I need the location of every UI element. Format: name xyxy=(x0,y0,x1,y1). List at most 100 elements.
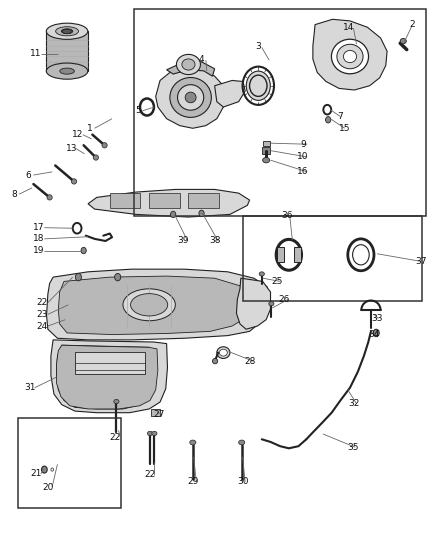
Text: 3: 3 xyxy=(255,43,261,52)
Text: 30: 30 xyxy=(237,478,249,486)
Text: 13: 13 xyxy=(66,144,77,153)
Ellipse shape xyxy=(81,247,86,254)
Ellipse shape xyxy=(400,38,406,44)
Ellipse shape xyxy=(61,29,73,34)
Ellipse shape xyxy=(60,68,74,74)
Text: 38: 38 xyxy=(209,237,220,246)
Text: 14: 14 xyxy=(343,23,355,32)
Ellipse shape xyxy=(47,195,52,200)
Ellipse shape xyxy=(75,273,81,281)
Ellipse shape xyxy=(219,349,227,356)
Text: 39: 39 xyxy=(177,237,189,246)
Polygon shape xyxy=(149,193,180,208)
Text: 16: 16 xyxy=(297,167,309,176)
Text: 5: 5 xyxy=(135,106,141,115)
Text: 10: 10 xyxy=(297,152,309,161)
Polygon shape xyxy=(215,80,245,107)
Ellipse shape xyxy=(269,302,274,306)
Polygon shape xyxy=(46,269,269,340)
Text: 11: 11 xyxy=(30,50,41,58)
Ellipse shape xyxy=(217,347,230,359)
Text: 17: 17 xyxy=(33,223,45,232)
Text: 22: 22 xyxy=(145,471,155,479)
Polygon shape xyxy=(263,141,270,146)
Polygon shape xyxy=(313,19,387,90)
Ellipse shape xyxy=(259,272,265,276)
Text: 29: 29 xyxy=(187,478,198,486)
Ellipse shape xyxy=(71,179,77,184)
Polygon shape xyxy=(88,189,250,217)
Ellipse shape xyxy=(148,431,152,435)
Ellipse shape xyxy=(263,158,270,163)
Text: 18: 18 xyxy=(33,235,45,244)
Polygon shape xyxy=(151,409,160,416)
Ellipse shape xyxy=(46,23,88,39)
Text: 8: 8 xyxy=(11,190,17,199)
Ellipse shape xyxy=(337,44,363,69)
Ellipse shape xyxy=(170,77,212,117)
Polygon shape xyxy=(46,31,88,71)
Ellipse shape xyxy=(199,210,204,216)
Ellipse shape xyxy=(115,273,121,281)
Text: 20: 20 xyxy=(42,482,53,491)
Polygon shape xyxy=(155,66,223,128)
Ellipse shape xyxy=(131,294,168,316)
Ellipse shape xyxy=(325,117,331,123)
Text: 12: 12 xyxy=(72,130,84,139)
Ellipse shape xyxy=(152,431,157,435)
Text: 37: 37 xyxy=(415,257,427,265)
Ellipse shape xyxy=(56,27,78,36)
Text: 23: 23 xyxy=(36,310,48,319)
Text: 35: 35 xyxy=(348,443,359,452)
Text: 31: 31 xyxy=(25,383,36,392)
Ellipse shape xyxy=(239,440,245,445)
Ellipse shape xyxy=(177,54,201,75)
Ellipse shape xyxy=(102,143,107,148)
Ellipse shape xyxy=(332,39,368,74)
Polygon shape xyxy=(166,62,215,76)
Text: 36: 36 xyxy=(281,212,293,221)
Text: 22: 22 xyxy=(110,433,121,442)
Text: 19: 19 xyxy=(33,246,45,255)
Text: 24: 24 xyxy=(36,321,48,330)
Text: 32: 32 xyxy=(349,399,360,408)
Text: 34: 34 xyxy=(368,330,380,339)
Ellipse shape xyxy=(51,468,53,471)
Polygon shape xyxy=(51,340,167,413)
Polygon shape xyxy=(57,345,150,409)
Polygon shape xyxy=(279,251,298,259)
Polygon shape xyxy=(75,352,145,374)
Ellipse shape xyxy=(123,289,175,321)
Text: 2: 2 xyxy=(409,20,415,29)
Ellipse shape xyxy=(46,63,88,79)
Ellipse shape xyxy=(246,71,270,100)
Text: 9: 9 xyxy=(300,140,306,149)
Text: 4: 4 xyxy=(199,55,205,63)
Ellipse shape xyxy=(42,466,47,473)
Ellipse shape xyxy=(373,329,379,337)
Text: 33: 33 xyxy=(371,314,383,323)
Ellipse shape xyxy=(185,92,196,103)
Polygon shape xyxy=(57,345,158,409)
Text: 21: 21 xyxy=(31,470,42,478)
Ellipse shape xyxy=(93,155,99,160)
Ellipse shape xyxy=(177,85,204,110)
Text: 6: 6 xyxy=(25,171,31,180)
Polygon shape xyxy=(188,193,219,208)
Polygon shape xyxy=(262,147,270,154)
Text: 26: 26 xyxy=(279,295,290,304)
Polygon shape xyxy=(110,193,141,208)
Text: 15: 15 xyxy=(339,124,350,133)
Text: 25: 25 xyxy=(271,277,283,286)
Ellipse shape xyxy=(343,51,357,62)
Ellipse shape xyxy=(182,59,195,70)
Text: 28: 28 xyxy=(245,357,256,366)
Polygon shape xyxy=(294,247,301,262)
Ellipse shape xyxy=(190,440,196,445)
Text: 1: 1 xyxy=(87,124,93,133)
Text: 27: 27 xyxy=(153,410,164,419)
Ellipse shape xyxy=(114,399,119,403)
Ellipse shape xyxy=(212,359,218,364)
Text: 7: 7 xyxy=(338,112,343,121)
Polygon shape xyxy=(277,247,284,262)
